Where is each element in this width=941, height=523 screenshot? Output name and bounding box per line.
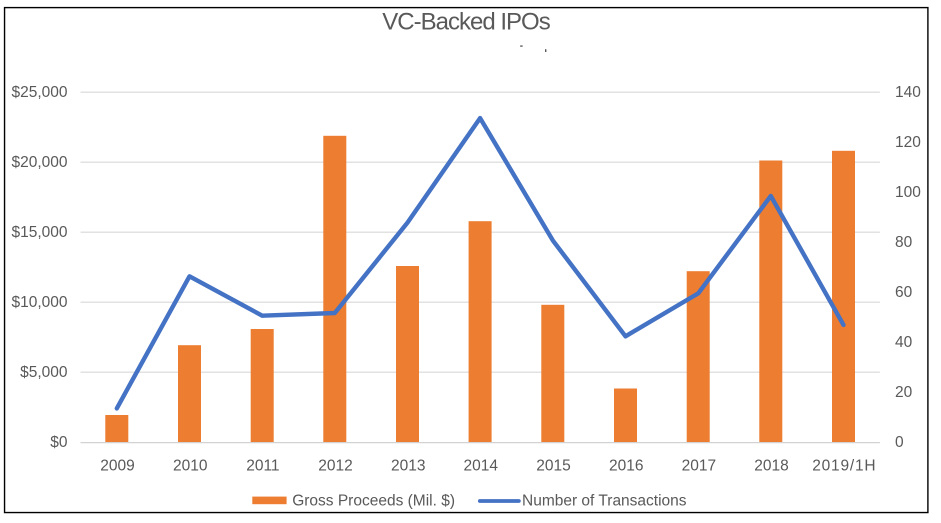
svg-text:$15,000: $15,000 [11,224,67,241]
svg-text:2014: 2014 [464,457,499,474]
svg-text:40: 40 [895,334,913,351]
svg-text:2018: 2018 [754,457,788,474]
svg-text:60: 60 [895,284,913,301]
svg-text:20: 20 [895,384,913,401]
svg-text:2016: 2016 [609,457,643,474]
svg-text:2019/1H: 2019/1H [812,457,876,474]
svg-text:$20,000: $20,000 [11,154,67,171]
svg-text:80: 80 [895,234,913,251]
svg-text:VC-Backed IPOs: VC-Backed IPOs [382,9,550,36]
svg-text:$5,000: $5,000 [20,364,68,381]
svg-text:Gross Proceeds (Mil. $): Gross Proceeds (Mil. $) [292,493,455,510]
svg-text:100: 100 [895,184,921,201]
svg-text:2017: 2017 [682,457,716,474]
svg-text:$25,000: $25,000 [11,84,67,101]
svg-text:120: 120 [895,134,921,151]
svg-text:2013: 2013 [391,457,425,474]
svg-text:2010: 2010 [173,457,208,474]
svg-text:$0: $0 [50,434,68,451]
svg-text:2011: 2011 [246,457,279,474]
svg-text:2015: 2015 [536,457,570,474]
svg-text:2012: 2012 [318,457,352,474]
svg-text:140: 140 [895,84,921,101]
svg-text:$10,000: $10,000 [11,294,67,311]
svg-text:Number of Transactions: Number of Transactions [522,493,687,510]
svg-text:2009: 2009 [100,457,134,474]
svg-text:0: 0 [895,434,904,451]
